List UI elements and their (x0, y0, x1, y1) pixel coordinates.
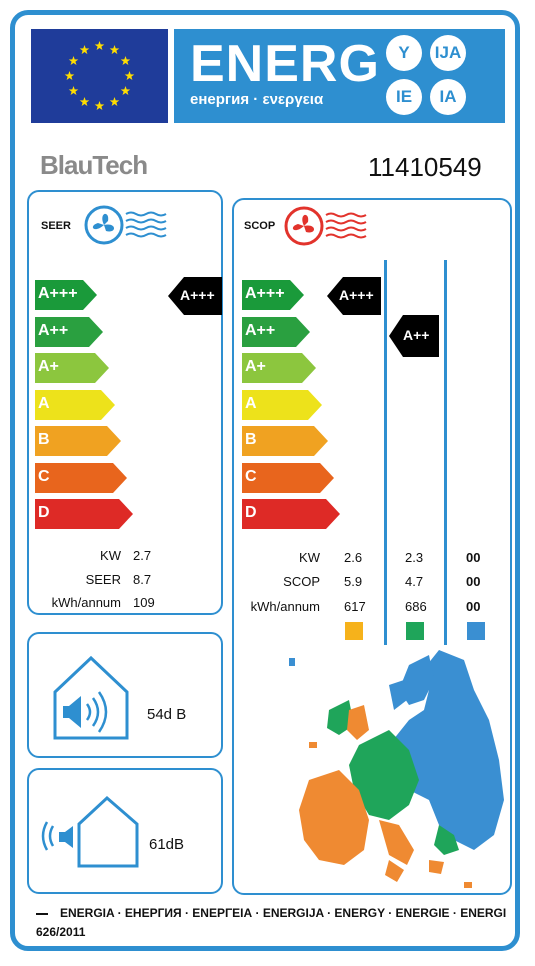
seer-class-label: C (38, 467, 50, 485)
scop-panel: SCOP A+++ A++ A+ A B C D A+++ A++ KW SCOP kWh/… (232, 198, 512, 895)
scop-average-rating-marker: A++ (389, 315, 439, 362)
model-number: 11410549 (368, 152, 482, 182)
seer-class-3: A (35, 389, 117, 425)
indoor-noise-value: 54d B (147, 706, 187, 723)
seer-kwh-label: kWh/annum (51, 595, 121, 610)
outdoor-noise-value: 61dB (149, 836, 185, 853)
seer-kw-label: KW (100, 548, 121, 563)
scop-class-3: A (242, 389, 324, 425)
seer-class-0: A+++ (35, 280, 99, 315)
scop-class-2: A+ (242, 353, 318, 388)
seer-class-5: C (35, 462, 129, 498)
scop-warm-rating-marker: A+++ (327, 277, 381, 320)
scop-class-label: A++ (245, 321, 276, 339)
scop-class-label: A+ (245, 358, 266, 375)
scop-kw-label: KW (299, 550, 320, 565)
regulation-number: 626/2011 (36, 925, 86, 939)
eu-star-icon (120, 56, 131, 65)
eu-star-icon (124, 71, 135, 80)
scop-class-label: B (245, 431, 257, 448)
energ-subtitle: енергия · ενεργεια (190, 91, 324, 108)
seer-seer-label: SEER (85, 572, 121, 587)
seer-class-label: A+ (38, 358, 59, 375)
seer-class-label: D (38, 504, 50, 521)
seer-class-label: A++ (38, 321, 69, 339)
scop-class-1: A++ (242, 316, 312, 352)
eu-star-icon (94, 101, 105, 110)
scop-col2-scop: 4.7 (405, 574, 424, 589)
seer-class-6: D (35, 499, 135, 534)
seer-class-1: A++ (35, 316, 105, 352)
eu-star-icon (79, 97, 90, 106)
eu-star-icon (64, 71, 75, 80)
eu-star-icon (68, 86, 79, 95)
scop-col3-kw: 00 (466, 550, 481, 565)
scop-col2-kw: 2.3 (405, 550, 424, 565)
scop-class-4: B (242, 426, 330, 461)
indoor-speaker-icon (51, 654, 131, 747)
scop-average-rating-label: A++ (403, 327, 430, 343)
scop-scop-label: SCOP (283, 574, 320, 589)
seer-rating-marker: A+++ (168, 277, 222, 320)
scop-class-label: A+++ (245, 285, 285, 302)
seer-class-2: A+ (35, 353, 111, 388)
eu-star-icon (94, 41, 105, 50)
footer-languages: ENERGIA · ЕНЕРГИЯ · ΕΝΕΡΓΕΙΑ · ENERGIJA … (60, 906, 507, 920)
outdoor-noise-panel: 61dB (27, 768, 223, 894)
eu-star-icon (68, 56, 79, 65)
suffix-ie: IE (386, 79, 422, 115)
warm-zone-swatch (345, 622, 363, 640)
scop-col1-scop: 5.9 (344, 574, 363, 589)
seer-class-label: A+++ (38, 285, 78, 302)
brand-name: BlauTech (40, 150, 148, 180)
scop-class-label: A (245, 394, 257, 412)
scop-col1-kw: 2.6 (344, 550, 363, 565)
scop-col2-kwh: 686 (405, 599, 427, 614)
scop-class-5: C (242, 462, 336, 498)
energy-header: ENERG енергия · ενεργεια Y IJA IE IA (174, 29, 505, 123)
scop-class-label: C (245, 467, 257, 485)
suffix-ija: IJA (430, 35, 466, 71)
eu-star-icon (109, 97, 120, 106)
europe-map-icon (289, 650, 509, 895)
scop-class-0: A+++ (242, 280, 306, 315)
eu-star-icon (79, 45, 90, 55)
energ-title: ENERG (190, 35, 380, 93)
seer-kwh-value: 109 (133, 595, 155, 610)
seer-panel: SEER A+++ A++ A+ A B C D A+++ KW 2.7 SEER 8.7 … (27, 190, 223, 615)
outdoor-speaker-icon (37, 794, 147, 875)
eu-star-icon (109, 45, 120, 55)
label-frame (10, 10, 520, 951)
seer-class-label: B (38, 431, 50, 448)
indoor-noise-panel: 54d B (27, 632, 223, 758)
scop-col3-kwh: 00 (466, 599, 481, 614)
footer-dash (36, 913, 48, 915)
average-zone-swatch (406, 622, 424, 640)
scop-col3-scop: 00 (466, 574, 481, 589)
heating-fan-icon (284, 205, 374, 252)
seer-class-label: A (38, 394, 50, 412)
cooling-fan-icon (84, 204, 174, 251)
scop-col1-kwh: 617 (344, 599, 366, 614)
seer-rating-label: A+++ (180, 287, 215, 303)
suffix-y: Y (386, 35, 422, 71)
scop-kwh-label: kWh/annum (250, 599, 320, 614)
seer-title: SEER (41, 220, 71, 232)
scop-title: SCOP (244, 220, 276, 232)
suffix-ia: IA (430, 79, 466, 115)
cold-zone-swatch (467, 622, 485, 640)
scop-class-6: D (242, 499, 342, 534)
eu-flag-icon (31, 29, 168, 123)
seer-seer-value: 8.7 (133, 572, 152, 587)
column-divider-2 (444, 260, 447, 645)
eu-star-icon (120, 86, 131, 95)
seer-kw-value: 2.7 (133, 548, 152, 563)
seer-class-4: B (35, 426, 123, 461)
scop-warm-rating-label: A+++ (339, 287, 374, 303)
column-divider-1 (384, 260, 387, 645)
scop-class-label: D (245, 504, 257, 521)
